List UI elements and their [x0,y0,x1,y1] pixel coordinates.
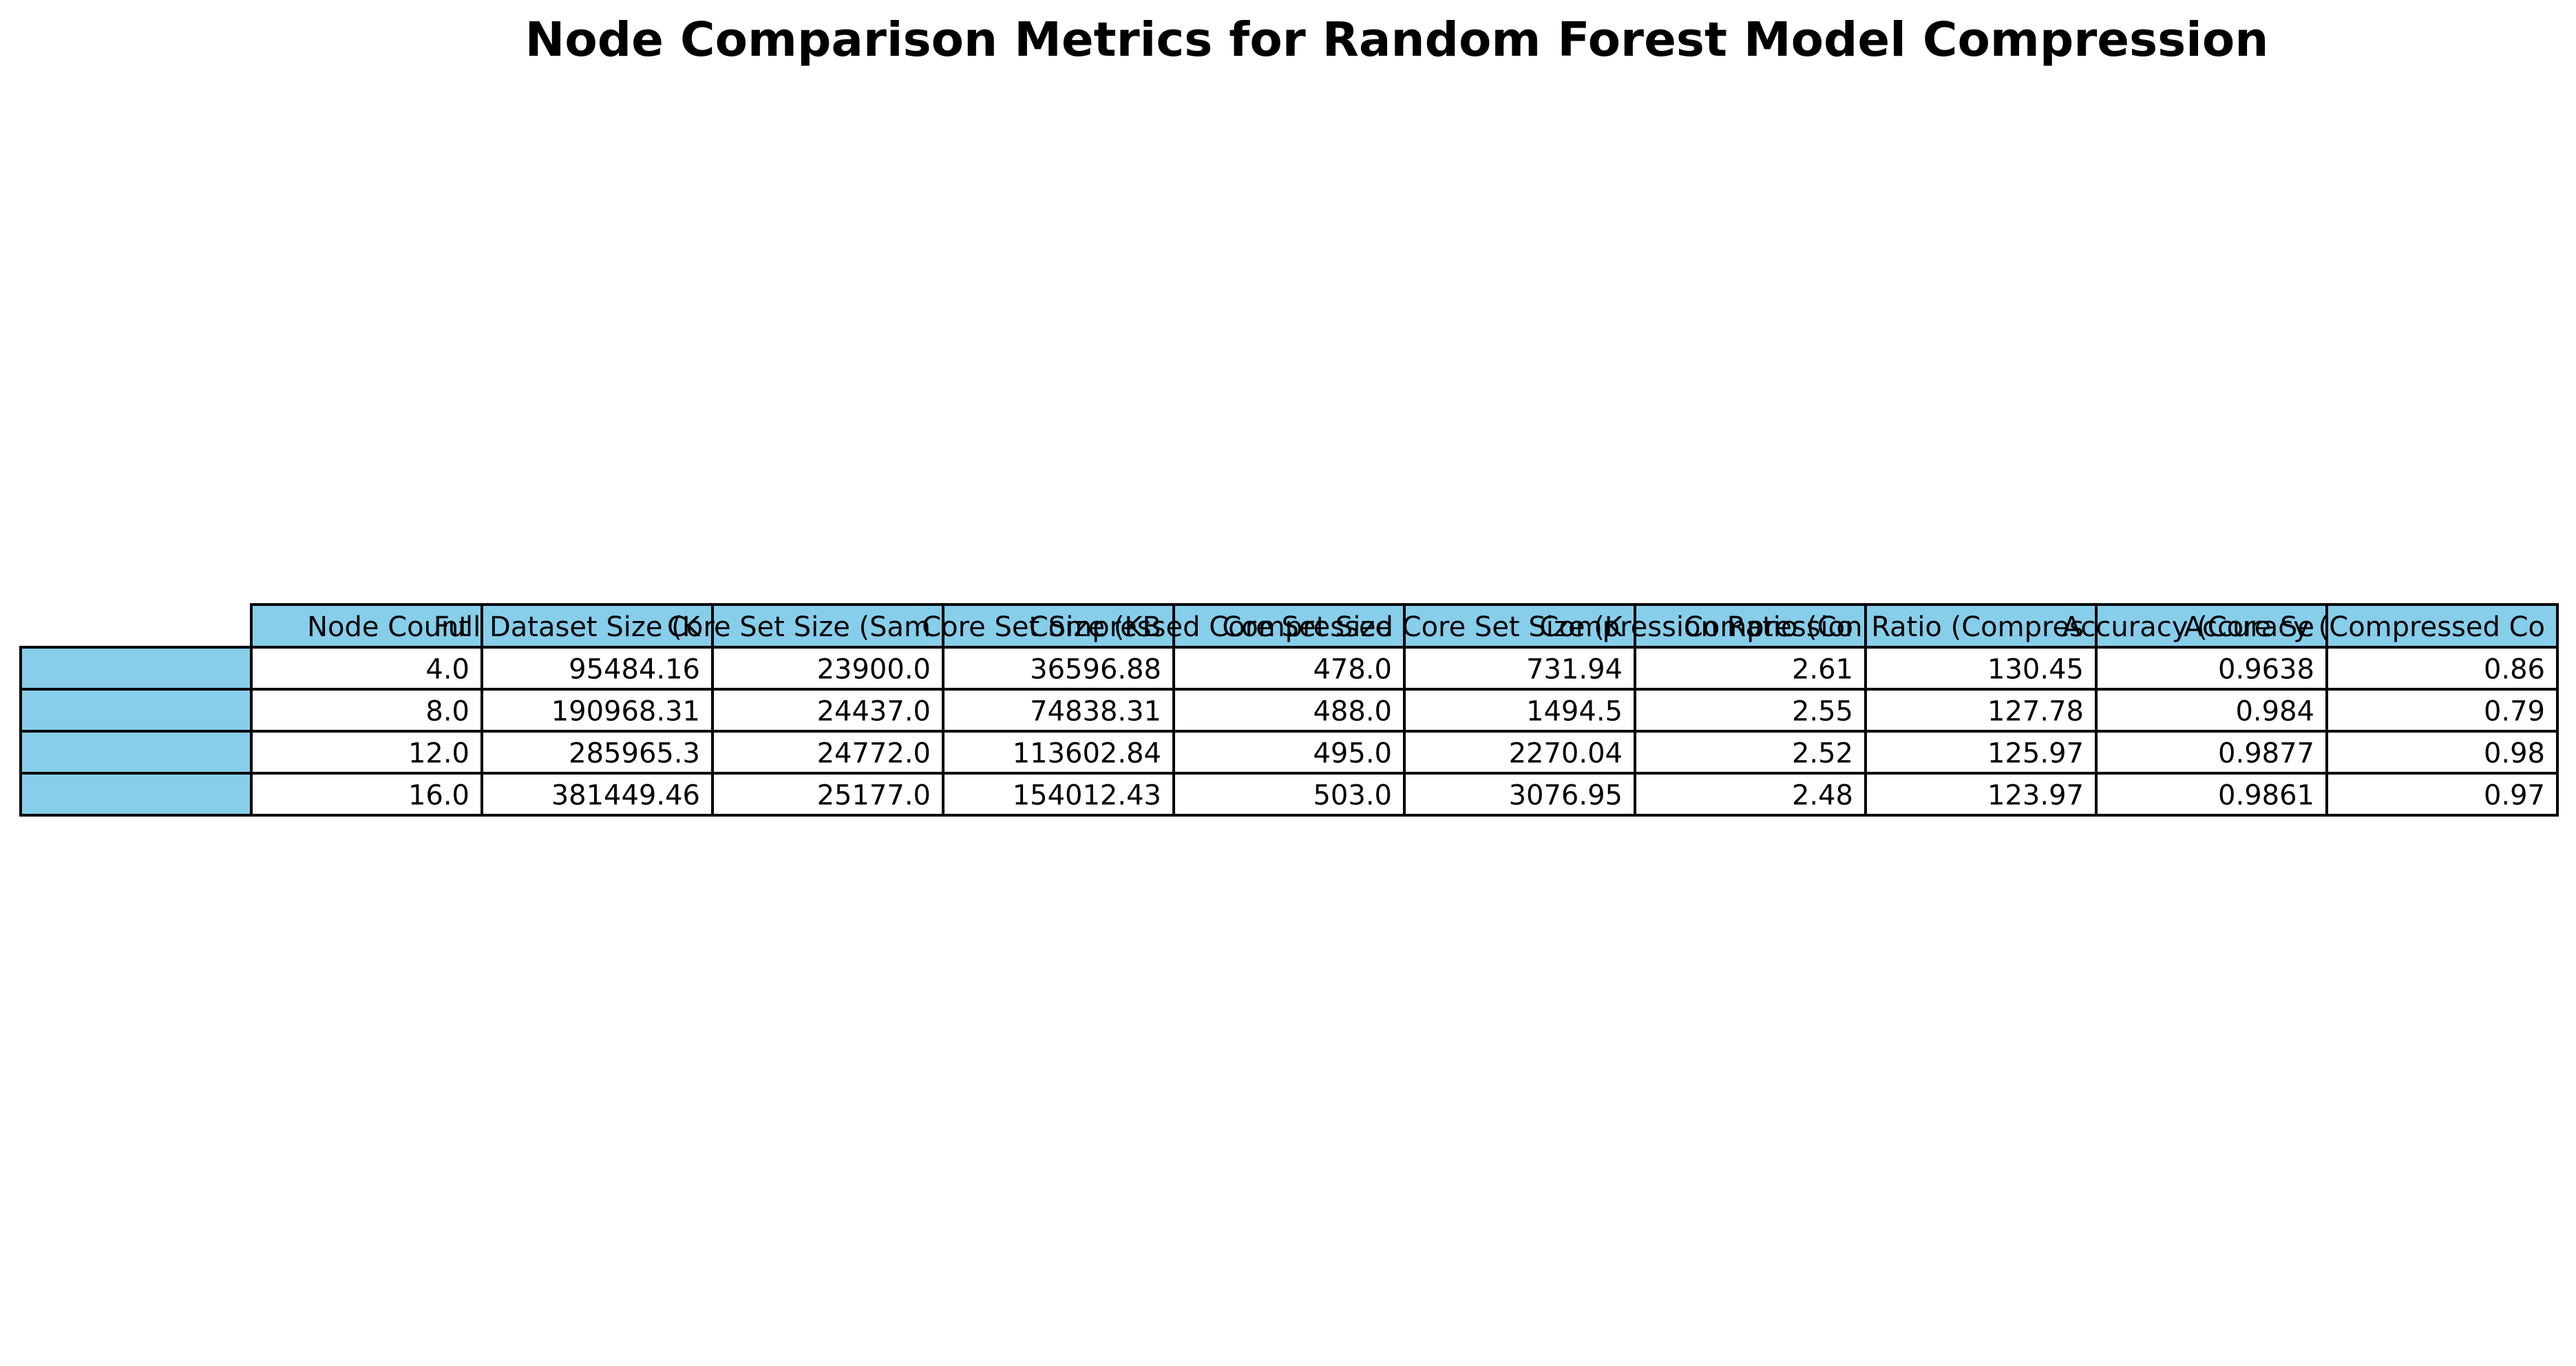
table-cell-value: 25177.0 [817,780,931,812]
table-cell-value: 12.0 [408,738,469,770]
table-cell-value: 285965.3 [569,738,700,770]
table-cell-value: 0.86 [2484,654,2545,686]
table-cell-value: 24437.0 [817,696,931,728]
table-cell-value: 190968.31 [551,696,700,728]
table-cell-value: 488.0 [1313,696,1392,728]
table-cell [942,646,1175,691]
table-cell-value: 23900.0 [817,654,931,686]
table-cell [1172,772,1406,817]
table-cell-value: 2270.04 [1509,738,1623,770]
header-cell [1864,603,2098,649]
table-cell-value: 2.52 [1792,738,1853,770]
table-cell [2325,646,2559,691]
table-cell [1403,646,1636,691]
table-cell-value: 0.98 [2484,738,2545,770]
table-cell-value: 0.9877 [2218,738,2314,770]
table-cell-value: 0.97 [2484,780,2545,812]
table-cell-value: 1494.5 [1526,696,1623,728]
table-cell-value: 2.61 [1792,654,1853,686]
table-cell-value: 125.97 [1987,738,2084,770]
table-cell [1634,730,1867,775]
table-cell-value: 130.45 [1987,654,2084,686]
table-cell [481,730,714,775]
table-cell-value: 154012.43 [1013,780,1161,812]
header-cell [481,603,714,649]
table-cell-value: 478.0 [1313,654,1392,686]
header-cell [250,603,483,649]
table-cell [250,772,483,817]
table-cell [1403,772,1636,817]
chart-title: Node Comparison Metrics for Random Fores… [525,12,2269,67]
table-cell-value: 731.94 [1526,654,1623,686]
table-cell-value: 16.0 [408,780,469,812]
table-cell [481,688,714,733]
table-cell-value: 0.9861 [2218,780,2314,812]
row-label-cell [19,646,253,691]
table-cell-value: 127.78 [1987,696,2084,728]
table-cell [942,772,1175,817]
table-cell [711,688,944,733]
column-header: Full Dataset Size (K [434,611,701,643]
table-cell-value: 3076.95 [1509,780,1623,812]
table-cell-value: 4.0 [425,654,469,686]
table-cell [481,646,714,691]
column-header: Accuracy (Compressed Co [2184,611,2545,643]
column-header: Core Set Size (KB [922,611,1161,643]
table-cell [2325,688,2559,733]
table-cell [2325,730,2559,775]
table-cell [711,772,944,817]
table-cell [2325,772,2559,817]
table-cell [1172,646,1406,691]
table-cell-value: 123.97 [1987,780,2084,812]
table-cell [1403,730,1636,775]
table-cell-value: 2.48 [1792,780,1853,812]
table-cell-value: 8.0 [425,696,469,728]
table-cell [942,688,1175,733]
row-label-cell [19,730,253,775]
column-header: Compressed Core Set Size (K [1222,611,1623,643]
table-cell-value: 0.79 [2484,696,2545,728]
table-cell [1634,772,1867,817]
column-header: Compressed Core Set Size [1029,611,1392,643]
table-cell-value: 36596.88 [1030,654,1161,686]
row-label-cell [19,688,253,733]
table-cell-value: 0.9638 [2218,654,2314,686]
table-cell-value: 113602.84 [1013,738,1161,770]
table-cell-value: 95484.16 [569,654,700,686]
table-cell [250,646,483,691]
table-cell [1403,688,1636,733]
column-header: Accuracy (Core Se [2062,611,2314,643]
column-header: Compression Ratio (Compres [1684,611,2084,643]
header-cell [2325,603,2559,649]
table-cell-value: 0.984 [2235,696,2314,728]
row-label-cell [19,772,253,817]
table-cell [2095,688,2328,733]
table-cell [1172,730,1406,775]
column-header: Compression Ratio (Co [1539,611,1853,643]
table-cell-value: 2.55 [1792,696,1853,728]
column-header: Node Count [307,611,469,643]
table-cell-value: 495.0 [1313,738,1392,770]
table-cell-value: 503.0 [1313,780,1392,812]
table-cell [1634,646,1867,691]
table-cell-value: 24772.0 [817,738,931,770]
table-cell-value: 381449.46 [551,780,700,812]
header-cell [711,603,944,649]
column-header: Core Set Size (Sam [667,611,931,643]
table-cell-value: 74838.31 [1030,696,1161,728]
